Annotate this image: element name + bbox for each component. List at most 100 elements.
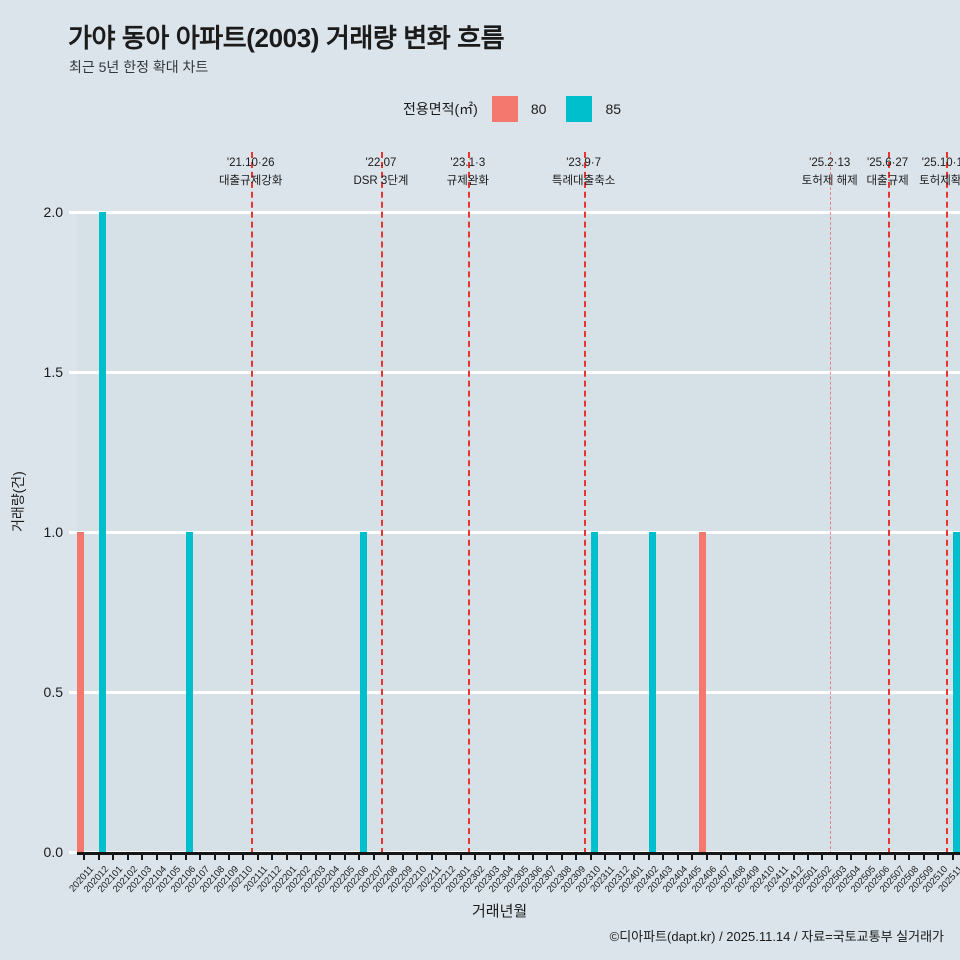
gridline: [77, 690, 960, 694]
bar[interactable]: [76, 532, 84, 852]
event-date: '23.9·7: [566, 157, 602, 169]
event-line: [250, 152, 253, 854]
x-tick-mark: [951, 852, 954, 860]
x-tick-mark: [676, 852, 679, 860]
event-name: 토허제확대: [919, 174, 960, 187]
x-axis-title: 거래년월: [472, 903, 528, 920]
x-tick-mark: [430, 852, 433, 860]
bar[interactable]: [953, 532, 960, 852]
event-annotation: '25.2·13 토허제 해제: [802, 155, 858, 191]
event-name: 규제완화: [446, 174, 489, 187]
x-tick-mark: [749, 852, 752, 860]
bar[interactable]: [699, 532, 707, 852]
x-tick-mark: [792, 852, 795, 860]
x-tick-mark: [285, 852, 288, 860]
x-tick-mark: [850, 852, 853, 860]
x-tick-mark: [170, 852, 173, 860]
y-tick-label: 0.5: [43, 684, 63, 700]
x-tick-mark: [242, 852, 245, 860]
event-annotation: '21.10·26 대출규제강화: [219, 155, 282, 191]
x-tick-mark: [517, 852, 520, 860]
x-tick-mark: [633, 852, 636, 860]
x-tick-mark: [734, 852, 737, 860]
event-line: [945, 152, 948, 854]
bar[interactable]: [591, 532, 599, 852]
x-tick-mark: [647, 852, 650, 860]
bar[interactable]: [649, 532, 657, 852]
event-name: 대출규제강화: [218, 174, 283, 187]
x-tick-mark: [199, 852, 202, 860]
x-tick-mark: [604, 852, 607, 860]
x-tick-mark: [213, 852, 216, 860]
x-tick-mark: [387, 852, 390, 860]
bar[interactable]: [359, 532, 367, 852]
x-tick-mark: [618, 852, 621, 860]
x-tick-mark: [126, 852, 129, 860]
event-line: [829, 152, 831, 854]
x-tick-mark: [256, 852, 259, 860]
event-line: [380, 152, 383, 854]
x-tick-mark: [922, 852, 925, 860]
event-line: [583, 152, 586, 854]
event-annotation: '25.10·15 토허제확대: [919, 155, 960, 191]
x-tick-mark: [358, 852, 361, 860]
event-name: 특례대출축소: [551, 174, 616, 187]
bar[interactable]: [186, 532, 194, 852]
x-tick-mark: [937, 852, 940, 860]
x-tick-mark: [314, 852, 317, 860]
legend-item-85[interactable]: 85: [566, 96, 621, 122]
plot-area: [76, 152, 960, 854]
x-tick-mark: [778, 852, 781, 860]
x-tick-mark: [835, 852, 838, 860]
x-tick-mark: [908, 852, 911, 860]
chart-legend: 전용면적(㎡) 80 85: [403, 96, 641, 122]
event-date: '21.10·26: [226, 157, 275, 169]
bar[interactable]: [99, 212, 107, 852]
x-tick-mark: [531, 852, 534, 860]
x-tick-mark: [546, 852, 549, 860]
event-annotation: '23.9·7 특례대출축소: [552, 155, 615, 191]
x-tick-mark: [459, 852, 462, 860]
y-tick-label: 0.0: [43, 844, 63, 860]
x-tick-mark: [575, 852, 578, 860]
legend-label-85: 85: [605, 101, 622, 117]
y-tick-mark: [69, 850, 77, 854]
gridline: [77, 370, 960, 374]
y-tick-label: 1.5: [43, 364, 63, 380]
legend-swatch-80: [491, 96, 518, 122]
gridline: [77, 530, 960, 534]
x-tick-mark: [227, 852, 230, 860]
x-tick-mark: [893, 852, 896, 860]
x-tick-mark: [807, 852, 809, 860]
x-tick-mark: [763, 852, 766, 860]
x-tick-mark: [271, 852, 274, 860]
event-date: '23.1·3: [450, 157, 486, 169]
legend-item-80[interactable]: 80: [491, 96, 547, 122]
x-tick-mark: [97, 852, 100, 860]
x-tick-mark: [184, 852, 187, 860]
legend-label-80: 80: [530, 101, 547, 117]
x-tick-mark: [141, 852, 144, 860]
y-tick-mark: [69, 370, 77, 374]
event-date: '25.6·27: [867, 157, 909, 169]
x-axis-line: [77, 852, 960, 855]
event-date: '25.2·13: [809, 157, 851, 169]
chart-subtitle: 최근 5년 한정 확대 차트: [69, 59, 209, 75]
event-name: 대출규제: [866, 174, 909, 187]
y-tick-label: 2.0: [43, 204, 63, 220]
x-tick-mark: [112, 852, 115, 860]
y-axis-title: 거래량(건): [10, 471, 26, 532]
x-tick-mark: [705, 852, 708, 860]
x-tick-mark: [372, 852, 375, 860]
event-name: DSR 3단계: [353, 174, 409, 187]
event-line: [467, 152, 470, 854]
x-tick-mark: [821, 852, 824, 860]
x-tick-mark: [416, 852, 419, 860]
legend-swatch-85: [566, 96, 593, 122]
event-annotation: '22.07 DSR 3단계: [353, 155, 408, 191]
event-line: [887, 152, 890, 854]
x-tick-mark: [343, 852, 346, 860]
x-tick-mark: [83, 852, 86, 860]
x-tick-mark: [662, 852, 665, 860]
